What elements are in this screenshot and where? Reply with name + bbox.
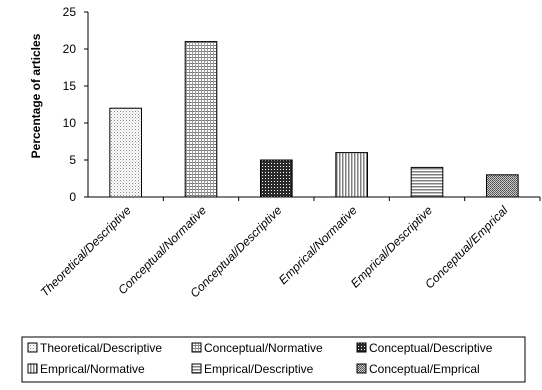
bar-6 xyxy=(486,174,519,198)
category-labels: Theoretical/DescriptiveConceptual/Normat… xyxy=(38,203,511,300)
bar-2 xyxy=(184,41,218,198)
bar-3 xyxy=(260,159,293,198)
y-tick-label: 0 xyxy=(69,190,76,204)
legend-label: Emprical/Normative xyxy=(40,362,145,376)
category-label: Emprical/Descriptive xyxy=(348,203,435,290)
legend-swatch xyxy=(27,342,38,353)
y-tick-label: 25 xyxy=(63,5,77,19)
legend-swatch xyxy=(191,342,202,353)
y-tick-label: 5 xyxy=(69,153,76,167)
legend-swatch xyxy=(191,363,202,374)
bars xyxy=(109,41,519,198)
legend: Theoretical/Descriptive Conceptual/Normat… xyxy=(21,336,526,383)
legend-label: Conceptual/Descriptive xyxy=(369,341,493,355)
legend-swatch xyxy=(356,363,367,374)
legend-swatch xyxy=(27,363,38,374)
legend-label: Conceptual/Normative xyxy=(204,341,323,355)
legend-box xyxy=(21,336,526,383)
x-axis xyxy=(88,196,541,201)
bar-4 xyxy=(335,152,368,198)
legend-label: Emprical/Descriptive xyxy=(204,362,314,376)
y-tick-label: 20 xyxy=(63,42,77,56)
legend-swatch xyxy=(356,342,367,353)
legend-label: Conceptual/Emprical xyxy=(369,362,480,376)
y-tick-label: 10 xyxy=(63,116,77,130)
legend-label: Theoretical/Descriptive xyxy=(40,341,162,355)
bar-1 xyxy=(109,107,142,198)
bar-5 xyxy=(410,166,444,198)
y-axis-title: Percentage of articles xyxy=(29,33,43,158)
y-axis: 0 5 10 15 20 25 xyxy=(63,5,89,204)
category-label: Emprical/Normative xyxy=(276,203,360,287)
y-tick-label: 15 xyxy=(63,79,77,93)
category-label: Conceptual/Emprical xyxy=(422,203,510,291)
